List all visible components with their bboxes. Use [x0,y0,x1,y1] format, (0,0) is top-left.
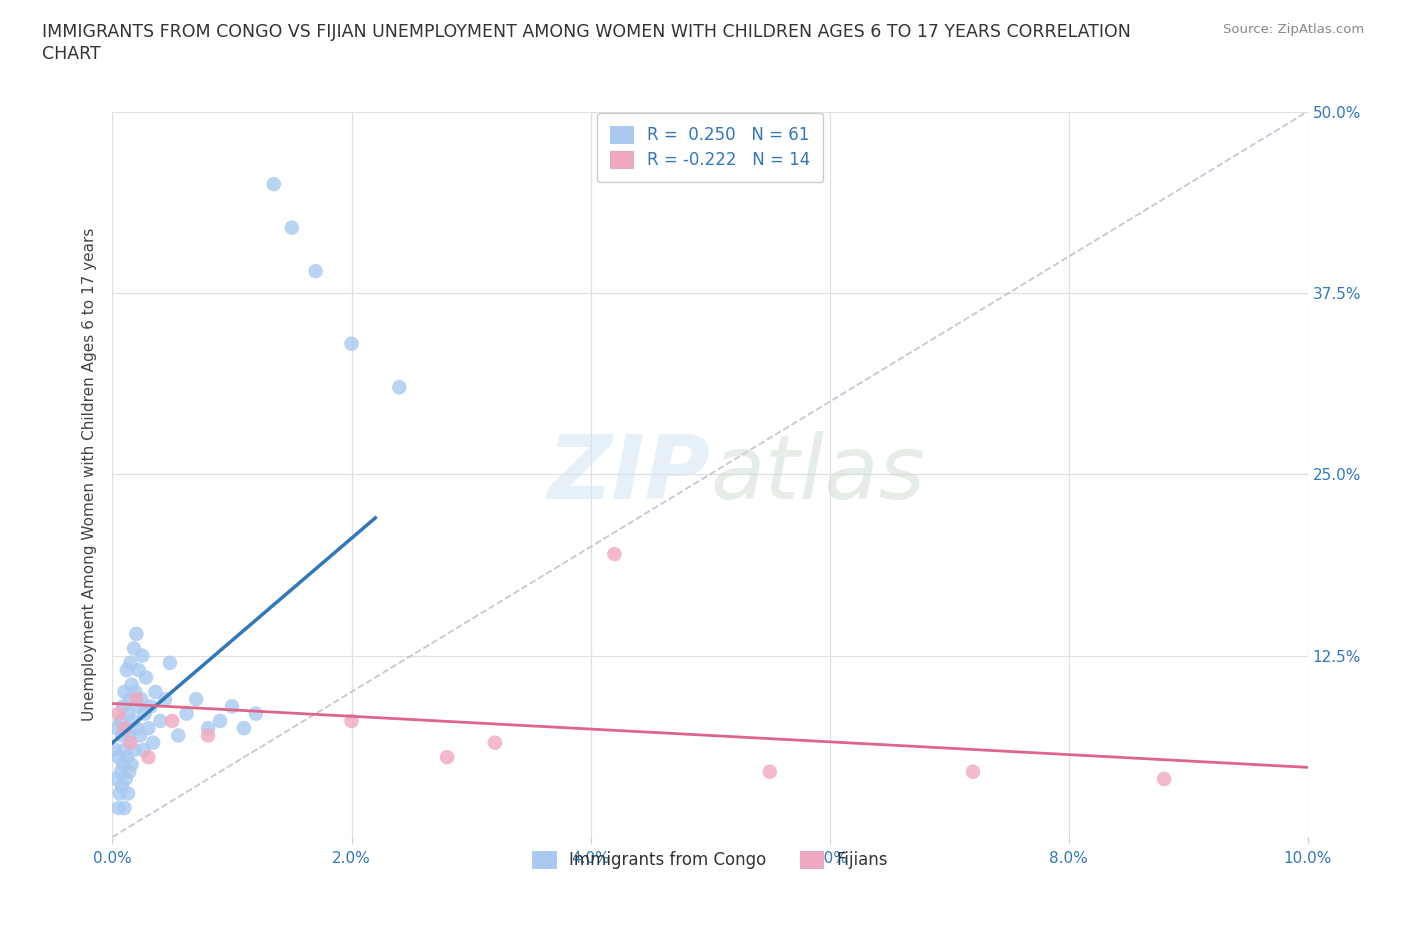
Point [110,764,132,779]
Point [122,742,145,757]
Text: IMMIGRANTS FROM CONGO VS FIJIAN UNEMPLOYMENT AMONG WOMEN WITH CHILDREN AGES 6 TO: IMMIGRANTS FROM CONGO VS FIJIAN UNEMPLOY… [42,23,1130,41]
Point [127,699,149,714]
Point [388,379,411,394]
Point [110,713,132,728]
Point [209,713,232,728]
Point [759,764,782,779]
Point [111,728,134,743]
Point [139,699,162,714]
Point [134,706,156,721]
Point [484,736,506,751]
Legend: Immigrants from Congo, Fijians: Immigrants from Congo, Fijians [522,842,898,880]
Point [129,728,152,743]
Point [125,692,148,707]
Point [176,706,198,721]
Point [138,721,160,736]
Point [197,721,219,736]
Point [117,706,139,721]
Point [112,699,135,714]
Point [120,692,142,707]
Point [233,721,256,736]
Point [962,764,984,779]
Point [121,677,143,692]
Point [121,757,143,772]
Point [118,764,141,779]
Point [131,648,153,663]
Point [132,742,155,757]
Point [114,772,136,787]
Text: CHART: CHART [42,45,101,62]
Point [105,772,128,787]
Point [135,670,157,684]
Point [142,736,165,751]
Point [115,750,138,764]
Point [112,757,135,772]
Point [121,713,143,728]
Point [129,692,152,707]
Point [138,750,160,764]
Point [125,627,148,642]
Point [114,684,135,699]
Point [107,706,129,721]
Point [118,728,141,743]
Point [114,742,135,757]
Point [305,264,328,279]
Point [153,692,176,707]
Text: Source: ZipAtlas.com: Source: ZipAtlas.com [1223,23,1364,36]
Point [340,713,363,728]
Y-axis label: Unemployment Among Women with Children Ages 6 to 17 years: Unemployment Among Women with Children A… [82,228,97,721]
Point [197,728,219,743]
Point [108,786,131,801]
Point [104,742,127,757]
Point [114,721,136,736]
Point [124,684,146,699]
Point [125,721,148,736]
Point [120,656,142,671]
Point [128,663,150,678]
Point [159,656,181,671]
Point [245,706,267,721]
Point [114,801,135,816]
Point [111,778,134,793]
Text: ZIP: ZIP [547,431,710,518]
Point [186,692,208,707]
Point [149,713,172,728]
Point [340,337,363,352]
Point [107,750,129,764]
Point [167,728,190,743]
Point [221,699,243,714]
Point [436,750,458,764]
Point [117,786,139,801]
Point [145,684,167,699]
Point [105,721,128,736]
Text: atlas: atlas [710,432,925,517]
Point [114,721,135,736]
Point [115,663,138,678]
Point [281,220,304,235]
Point [1153,772,1175,787]
Point [120,736,142,751]
Point [122,641,145,656]
Point [603,547,626,562]
Point [107,801,129,816]
Point [263,177,285,192]
Point [162,713,183,728]
